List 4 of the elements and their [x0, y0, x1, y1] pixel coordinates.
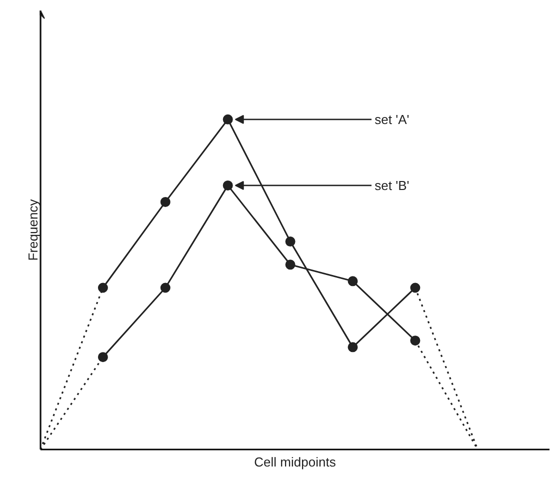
text: set 'A' [374, 112, 410, 127]
y-axis-title: Frequency [26, 198, 40, 261]
x-axis-title: Cell midpoints [254, 454, 336, 470]
text: set 'B' [374, 178, 410, 193]
